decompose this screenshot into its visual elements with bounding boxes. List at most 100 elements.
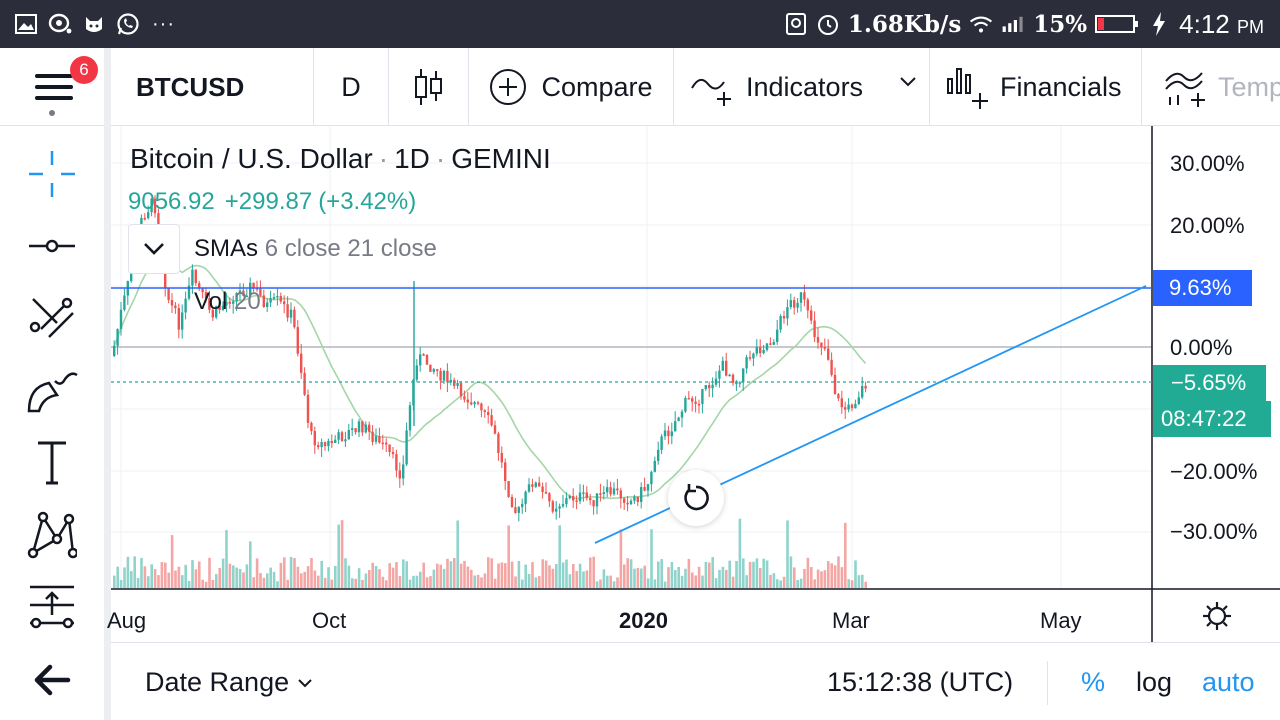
candle-body — [507, 481, 510, 497]
pitchfork-tool[interactable] — [22, 288, 82, 348]
volume-legend[interactable]: Vol 20 — [194, 288, 261, 316]
log-scale-button[interactable]: log — [1136, 667, 1173, 697]
gallery-icon — [14, 12, 38, 36]
utc-clock[interactable]: 15:12:38 (UTC) — [827, 667, 1014, 697]
volume-bar — [201, 579, 204, 588]
volume-bar — [844, 522, 847, 588]
candle-body — [626, 502, 629, 505]
volume-bar — [351, 578, 354, 588]
candle-body — [623, 498, 626, 503]
candle-body — [449, 380, 452, 383]
volume-bar — [436, 563, 439, 588]
date-range-button[interactable]: Date Range — [145, 667, 313, 698]
time-axis[interactable]: Aug Oct 2020 Mar May — [107, 590, 1152, 642]
candle-body — [218, 306, 221, 311]
compare-button[interactable]: Compare — [469, 48, 674, 126]
candle-body — [113, 345, 116, 356]
candle-body — [204, 292, 208, 299]
percent-scale-button[interactable]: % — [1081, 667, 1106, 697]
interval-button[interactable]: D — [314, 48, 389, 126]
horizontal-line-tool[interactable] — [22, 216, 82, 276]
volume-bar — [150, 564, 153, 588]
candle-body — [181, 312, 184, 330]
volume-bar — [670, 562, 674, 588]
chart-canvas[interactable] — [111, 126, 1280, 642]
volume-bar — [459, 563, 463, 588]
candle-body — [119, 309, 123, 330]
candle-body — [262, 295, 265, 307]
pattern-tool[interactable] — [22, 504, 82, 564]
candle-body — [354, 428, 357, 433]
volume-bar — [799, 578, 803, 588]
candle-body — [323, 442, 327, 447]
price-chart[interactable] — [111, 126, 1280, 642]
volume-bar — [816, 569, 820, 588]
volume-bar — [820, 571, 823, 588]
candle-body — [738, 382, 741, 384]
wifi-icon — [969, 12, 993, 36]
financials-button[interactable]: Financials — [930, 48, 1142, 126]
sma-legend[interactable]: SMAs 6 close 21 close — [194, 235, 437, 263]
time-axis-label: Mar — [832, 608, 870, 633]
indicators-button[interactable]: Indicators — [674, 48, 930, 126]
templates-button[interactable]: Temp — [1142, 48, 1280, 126]
volume-bar — [283, 557, 286, 588]
indicators-label: Indicators — [746, 71, 864, 102]
volume-bar — [595, 581, 599, 588]
volume-bar — [592, 556, 595, 588]
candle-body — [670, 431, 673, 437]
volume-bar — [466, 566, 470, 588]
candle-body — [456, 383, 459, 386]
candle-body — [592, 500, 595, 507]
candle-body — [575, 500, 578, 503]
volume-bar — [357, 568, 361, 588]
volume-bar — [310, 558, 313, 588]
prediction-tool[interactable] — [22, 576, 82, 636]
volume-bar — [476, 574, 480, 588]
gear-icon — [1202, 602, 1231, 630]
volume-bar — [259, 573, 262, 588]
candle-body — [395, 454, 398, 471]
volume-bar — [378, 569, 381, 588]
chart-type-button[interactable] — [389, 48, 469, 126]
volume-bar — [303, 571, 306, 588]
volume-bar — [493, 578, 497, 588]
volume-bar — [480, 577, 483, 588]
symbol-description: Bitcoin / U.S. Dollar — [130, 143, 373, 174]
reset-chart-button[interactable] — [668, 470, 724, 526]
time-axis-label: 2020 — [619, 608, 668, 633]
volume-bar — [527, 573, 531, 588]
crosshair-tool[interactable] — [22, 144, 82, 204]
candle-body — [646, 484, 650, 491]
volume-bar — [765, 560, 769, 588]
candle-body — [225, 301, 228, 306]
candle-body — [177, 308, 180, 330]
text-tool[interactable] — [22, 432, 82, 492]
volume-bar — [153, 569, 157, 588]
volume-bar — [215, 574, 218, 588]
volume-bar — [861, 574, 864, 588]
templates-label: Temp — [1218, 71, 1280, 102]
volume-bar — [204, 581, 208, 588]
volume-bar — [827, 561, 830, 588]
auto-scale-button[interactable]: auto — [1202, 667, 1255, 697]
pattern-icon — [27, 511, 77, 559]
candle-body — [153, 198, 157, 214]
volume-bar — [572, 564, 575, 588]
volume-bar — [483, 573, 487, 588]
volume-bar — [276, 581, 279, 588]
chevron-down-icon[interactable] — [899, 76, 917, 88]
legend-collapse-button[interactable] — [128, 224, 180, 274]
chart-settings-button[interactable] — [1153, 590, 1280, 642]
volume-bar — [113, 575, 116, 588]
candle-body — [680, 411, 684, 418]
symbol-button[interactable]: BTCUSD — [108, 48, 314, 126]
brush-tool[interactable] — [22, 360, 82, 420]
menu-button[interactable]: 6 — [0, 48, 108, 126]
volume-bar — [184, 564, 187, 588]
candle-body — [793, 300, 796, 308]
sma-name: SMAs — [194, 235, 259, 262]
candle-body — [629, 500, 633, 505]
volume-bar — [388, 563, 391, 588]
back-button[interactable] — [22, 650, 82, 710]
